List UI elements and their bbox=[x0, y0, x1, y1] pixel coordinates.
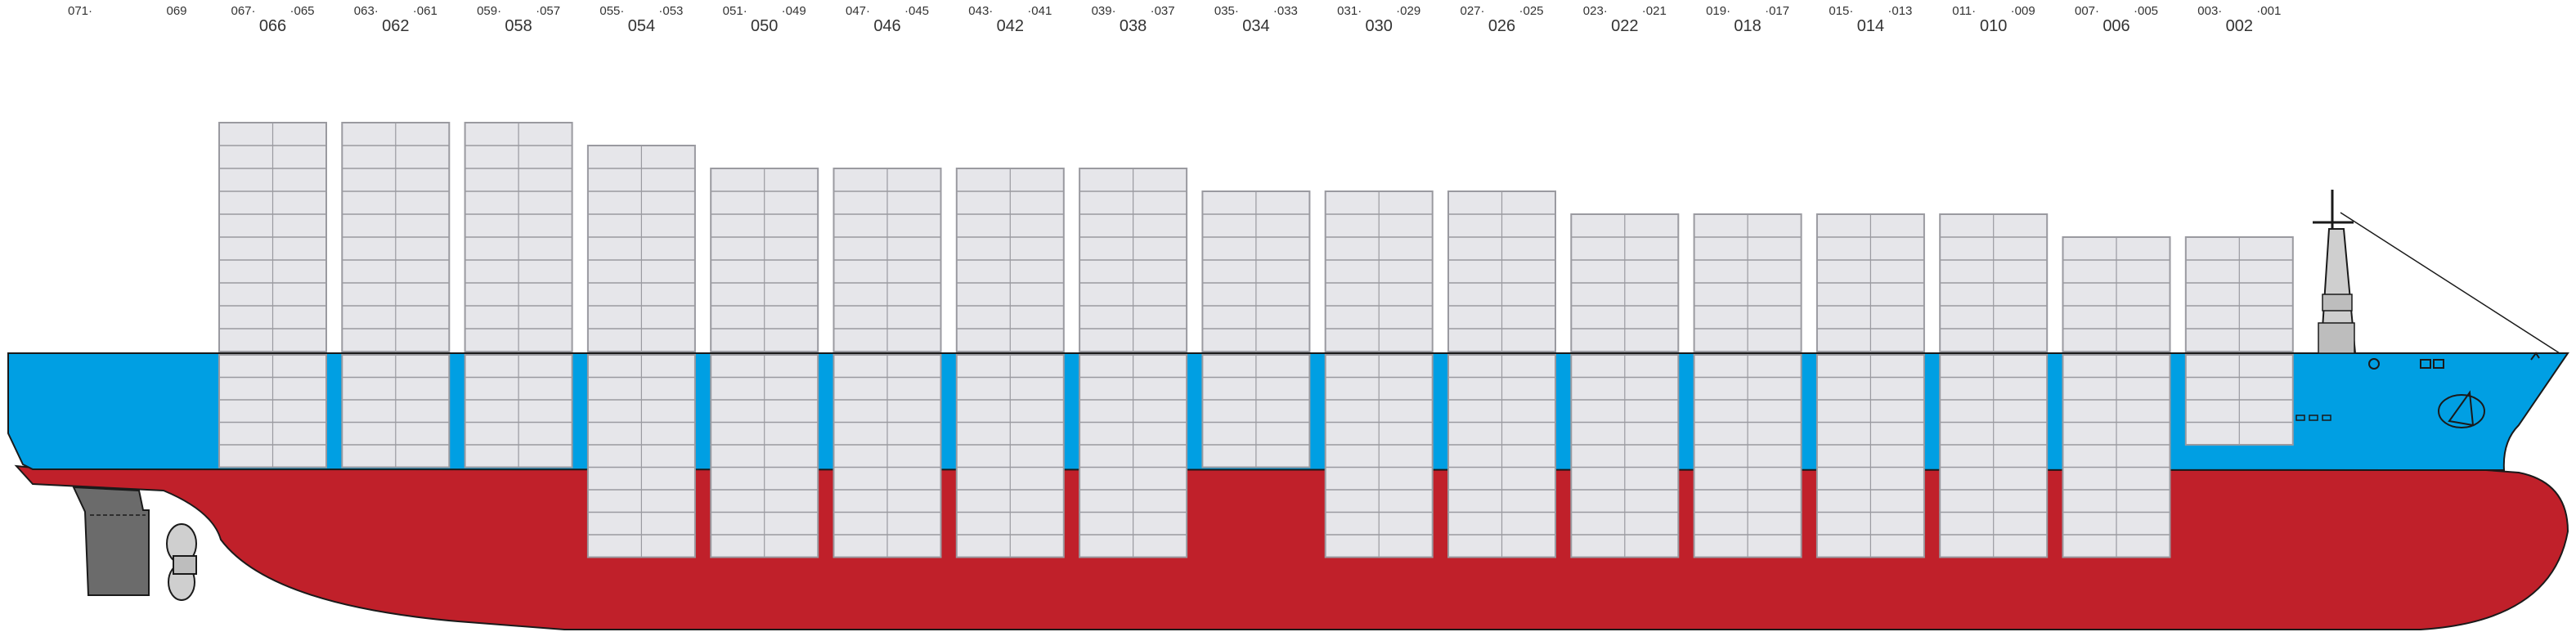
stern-gear bbox=[74, 487, 196, 600]
bay-label-odd-aft: 051· bbox=[723, 4, 747, 18]
bay-label-odd-fore: ·053 bbox=[658, 4, 683, 18]
bay-label-odd-aft: 011· bbox=[1952, 4, 1976, 18]
deck-stack-bay-014 bbox=[1817, 214, 1924, 352]
deck-stack-bay-030 bbox=[1326, 191, 1433, 352]
bay-label-odd-fore: ·065 bbox=[289, 4, 314, 18]
bay-label-odd-aft: 003· bbox=[2197, 4, 2222, 18]
bay-label-even: 038 bbox=[1120, 17, 1147, 35]
bay-label-even: 018 bbox=[1734, 17, 1761, 35]
bay-label-odd-aft: 015· bbox=[1829, 4, 1853, 18]
bay-label-odd-aft: 055· bbox=[599, 4, 624, 18]
bay-label-odd-fore: ·041 bbox=[1027, 4, 1052, 18]
deck-stack-bay-022 bbox=[1571, 214, 1678, 352]
bay-label-even: 006 bbox=[2103, 17, 2129, 35]
bay-label-odd-fore: ·005 bbox=[2134, 4, 2158, 18]
bay-label-even: 054 bbox=[628, 17, 655, 35]
hold-stack-bay-030 bbox=[1326, 355, 1433, 558]
deck-stack-bay-002 bbox=[2186, 237, 2293, 352]
bay-label-stern: 071· bbox=[68, 4, 92, 18]
hold-stack-bay-002 bbox=[2186, 355, 2293, 445]
bay-label-odd-fore: ·013 bbox=[1887, 4, 1912, 18]
bay-label-even: 022 bbox=[1611, 17, 1638, 35]
hold-stack-bay-006 bbox=[2063, 355, 2170, 558]
deck-stack-bay-054 bbox=[588, 146, 695, 352]
hold-stack-bay-058 bbox=[465, 355, 572, 468]
bay-label-odd-fore: ·017 bbox=[1765, 4, 1789, 18]
bay-label-odd-fore: ·061 bbox=[413, 4, 438, 18]
hold-stack-bay-034 bbox=[1202, 355, 1309, 468]
bay-label-odd-fore: ·033 bbox=[1273, 4, 1298, 18]
bay-label-odd-aft: 019· bbox=[1706, 4, 1730, 18]
deck-stack-bay-010 bbox=[1940, 214, 2047, 352]
hold-stack-bay-066 bbox=[219, 355, 326, 468]
hold-stack-bay-062 bbox=[342, 355, 449, 468]
hold-stack-bay-046 bbox=[834, 355, 941, 558]
bay-label-odd-aft: 067· bbox=[231, 4, 255, 18]
bay-label-even: 050 bbox=[751, 17, 778, 35]
propeller-hub bbox=[173, 556, 196, 574]
deck-stack-bay-034 bbox=[1202, 191, 1309, 352]
bay-label-even: 066 bbox=[259, 17, 286, 35]
bay-label-odd-aft: 059· bbox=[477, 4, 501, 18]
bay-label-even: 046 bbox=[873, 17, 900, 35]
bay-label-even: 062 bbox=[382, 17, 409, 35]
hull-underwater bbox=[16, 466, 2568, 630]
bay-label-odd-fore: ·009 bbox=[2011, 4, 2035, 18]
bay-label-odd-fore: ·025 bbox=[1519, 4, 1543, 18]
bay-label-even: 026 bbox=[1488, 17, 1515, 35]
deck-stack-bay-046 bbox=[834, 168, 941, 352]
bay-label-even: 058 bbox=[505, 17, 532, 35]
deck-stack-bay-042 bbox=[957, 168, 1064, 352]
deck-stack-bay-066 bbox=[219, 123, 326, 352]
hold-stack-bay-050 bbox=[711, 355, 818, 558]
bay-label-odd-fore: ·045 bbox=[904, 4, 929, 18]
forward-mast bbox=[2313, 190, 2560, 353]
deck-stack-bay-058 bbox=[465, 123, 572, 352]
deck-stack-bay-026 bbox=[1448, 191, 1555, 352]
deck-stack-bay-006 bbox=[2063, 237, 2170, 352]
hold-stack-bay-022 bbox=[1571, 355, 1678, 558]
hold-stack-bay-054 bbox=[588, 355, 695, 558]
hold-stack-bay-010 bbox=[1940, 355, 2047, 558]
bay-label-odd-fore: ·049 bbox=[782, 4, 806, 18]
bay-label-odd-fore: ·021 bbox=[1642, 4, 1667, 18]
bay-label-odd-aft: 027· bbox=[1460, 4, 1484, 18]
deck-stack-bay-038 bbox=[1079, 168, 1187, 352]
bay-label-odd-aft: 039· bbox=[1092, 4, 1116, 18]
bay-label-odd-aft: 063· bbox=[354, 4, 379, 18]
hold-stack-bay-038 bbox=[1079, 355, 1187, 558]
bay-label-even: 010 bbox=[1980, 17, 2007, 35]
deck-stack-bay-018 bbox=[1694, 214, 1802, 352]
deck-stack-bay-050 bbox=[711, 168, 818, 352]
hold-stack-bay-018 bbox=[1694, 355, 1802, 558]
bay-label-even: 034 bbox=[1242, 17, 1269, 35]
bay-label-odd-aft: 031· bbox=[1337, 4, 1362, 18]
bay-label-odd-aft: 035· bbox=[1214, 4, 1239, 18]
deck-stack-bay-062 bbox=[342, 123, 449, 352]
bay-label-odd-fore: ·029 bbox=[1396, 4, 1420, 18]
bay-label-stern: 069 bbox=[166, 4, 186, 18]
bay-label-odd-aft: 043· bbox=[968, 4, 993, 18]
hold-stack-bay-026 bbox=[1448, 355, 1555, 558]
hold-stack-bay-042 bbox=[957, 355, 1064, 558]
bay-label-even: 002 bbox=[2226, 17, 2253, 35]
bay-label-even: 014 bbox=[1857, 17, 1884, 35]
bay-label-even: 030 bbox=[1366, 17, 1393, 35]
hold-stack-bay-014 bbox=[1817, 355, 1924, 558]
rudder bbox=[74, 487, 149, 595]
bay-label-even: 042 bbox=[997, 17, 1024, 35]
bay-label-odd-fore: ·037 bbox=[1151, 4, 1175, 18]
bay-label-odd-aft: 047· bbox=[846, 4, 870, 18]
bay-label-odd-fore: ·057 bbox=[536, 4, 560, 18]
bay-label-odd-aft: 007· bbox=[2075, 4, 2099, 18]
bay-label-odd-aft: 023· bbox=[1583, 4, 1608, 18]
bay-label-odd-fore: ·001 bbox=[2256, 4, 2281, 18]
